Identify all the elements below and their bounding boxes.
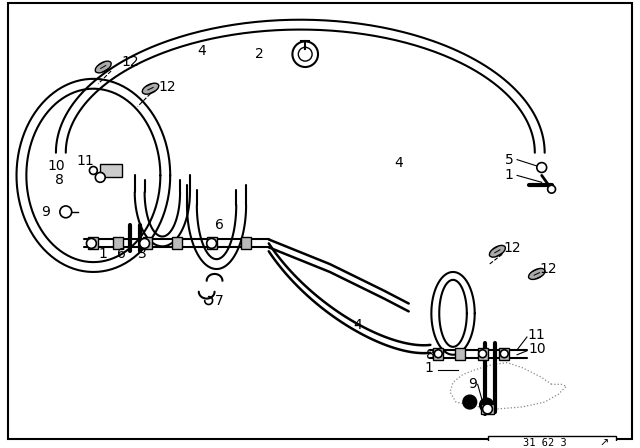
Bar (241, 237, 251, 249)
Bar (207, 237, 216, 249)
Text: 5: 5 (505, 153, 513, 167)
Text: 1: 1 (99, 247, 108, 261)
Text: 4: 4 (394, 155, 403, 170)
Circle shape (60, 206, 72, 218)
Bar (100, 164, 122, 177)
Text: 9: 9 (42, 205, 51, 219)
Bar (143, 237, 152, 249)
Bar (481, 404, 495, 414)
Text: 10: 10 (528, 342, 546, 356)
Bar (477, 348, 488, 360)
Circle shape (548, 185, 556, 193)
Text: 4: 4 (197, 44, 206, 58)
Text: 10: 10 (47, 159, 65, 172)
Circle shape (140, 238, 150, 248)
Text: 6: 6 (215, 218, 224, 232)
Bar (172, 237, 182, 249)
Text: 8: 8 (426, 348, 435, 362)
Circle shape (435, 350, 442, 358)
Circle shape (95, 172, 105, 182)
Circle shape (479, 398, 493, 412)
Text: ↗: ↗ (599, 439, 609, 448)
Bar (488, 435, 616, 448)
Circle shape (483, 404, 492, 414)
Text: 8: 8 (56, 173, 64, 187)
Ellipse shape (529, 268, 545, 280)
Circle shape (90, 167, 97, 174)
Circle shape (207, 238, 216, 248)
Ellipse shape (142, 83, 159, 94)
Text: 11: 11 (528, 328, 546, 342)
Circle shape (86, 238, 96, 248)
Circle shape (537, 163, 547, 172)
Text: 7: 7 (215, 293, 224, 307)
Text: 1: 1 (424, 361, 433, 375)
Bar (433, 348, 443, 360)
Bar (455, 348, 465, 360)
Bar (113, 237, 123, 249)
Text: 1: 1 (505, 168, 514, 182)
Circle shape (500, 350, 508, 358)
Text: 3: 3 (138, 247, 147, 261)
Text: 2: 2 (255, 47, 263, 61)
Circle shape (479, 350, 486, 358)
Bar (88, 237, 99, 249)
Text: 4: 4 (353, 318, 362, 332)
Text: 6: 6 (116, 247, 125, 261)
Text: 12: 12 (121, 55, 139, 69)
Text: 12: 12 (540, 262, 557, 276)
Ellipse shape (490, 246, 506, 257)
Text: 12: 12 (503, 241, 521, 255)
Text: 31 62 3: 31 62 3 (523, 439, 566, 448)
Ellipse shape (95, 61, 111, 73)
Text: 12: 12 (159, 80, 176, 94)
Text: 11: 11 (77, 154, 94, 168)
Bar (499, 348, 509, 360)
Circle shape (463, 395, 477, 409)
Text: 9: 9 (468, 377, 477, 391)
